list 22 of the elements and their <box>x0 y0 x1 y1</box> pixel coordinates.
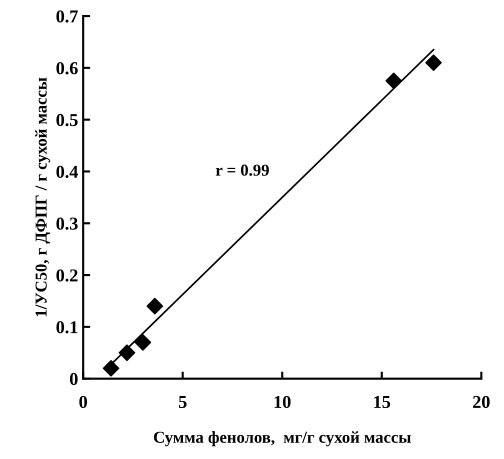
y-axis-title: 1/УС50, г ДФПГ / г сухой массы <box>35 78 50 316</box>
point <box>102 360 120 377</box>
point <box>118 344 136 362</box>
x-tick-label: 5 <box>178 396 187 408</box>
y-tick-label: 0.4 <box>56 166 78 178</box>
point <box>146 298 164 314</box>
point <box>425 54 442 71</box>
annotation: r = 0.99 <box>216 164 269 176</box>
x-axis-title: Сумма фенолов, мг/г сухой массы <box>154 431 411 446</box>
y-tick-label: 0.7 <box>56 10 78 23</box>
y-tick-label: 0.5 <box>56 114 78 126</box>
point <box>134 334 152 351</box>
x-tick-label: 20 <box>473 396 490 408</box>
y-tick-label: 0.6 <box>56 62 78 74</box>
y-tick-label: 0.2 <box>56 269 78 282</box>
y-tick-label: 0.1 <box>56 321 78 334</box>
x-tick-label: 10 <box>274 396 291 408</box>
y-tick-label: 0.3 <box>56 218 78 230</box>
y-tick-label: 0 <box>70 372 78 386</box>
point <box>385 72 402 90</box>
x-tick-label: 15 <box>374 396 390 408</box>
x-tick-label: 0 <box>79 396 87 408</box>
